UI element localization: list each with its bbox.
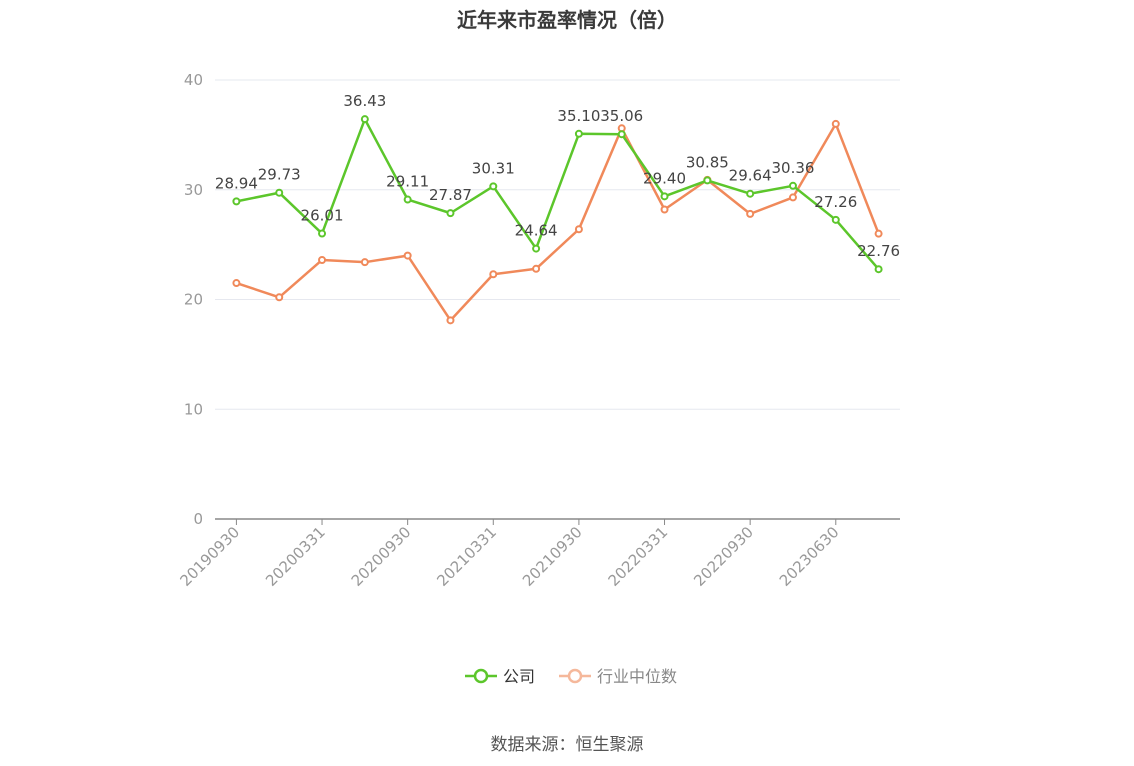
data-point-1: [318, 255, 327, 264]
data-point-1: [831, 119, 840, 128]
data-label: 24.64: [515, 222, 558, 240]
data-point-0: [275, 188, 284, 197]
data-label: 29.40: [643, 169, 686, 187]
x-tick-label: 20220331: [605, 523, 672, 590]
x-tick-label: 20220930: [690, 523, 757, 590]
data-point-0: [874, 265, 883, 274]
data-point-0: [489, 182, 498, 191]
y-tick-label: 40: [184, 71, 203, 89]
data-point-1: [746, 209, 755, 218]
x-tick-label: 20230630: [776, 523, 843, 590]
data-point-0: [831, 215, 840, 224]
data-point-0: [360, 115, 369, 124]
data-point-0: [788, 181, 797, 190]
data-point-0: [532, 244, 541, 253]
data-point-0: [232, 197, 241, 206]
data-label: 27.87: [429, 186, 472, 204]
data-label: 36.43: [343, 92, 386, 110]
legend-label: 行业中位数: [597, 667, 677, 686]
data-label: 35.10: [557, 107, 600, 125]
data-label: 27.26: [814, 193, 857, 211]
data-point-1: [232, 279, 241, 288]
legend-label: 公司: [503, 667, 535, 686]
data-point-0: [746, 189, 755, 198]
series-line-0: [236, 117, 880, 271]
data-label: 30.31: [472, 159, 515, 177]
data-point-0: [703, 176, 712, 185]
data-point-0: [660, 192, 669, 201]
data-point-0: [446, 209, 455, 218]
data-label: 28.94: [215, 174, 258, 192]
data-point-0: [318, 229, 327, 238]
y-tick-label: 0: [193, 510, 203, 528]
data-point-1: [446, 316, 455, 325]
y-tick-label: 20: [184, 291, 203, 309]
data-label: 30.85: [686, 153, 729, 171]
x-tick-label: 20210331: [433, 523, 500, 590]
data-point-0: [403, 195, 412, 204]
series-line-1: [236, 122, 880, 322]
data-point-1: [788, 193, 797, 202]
legend-marker: [473, 668, 489, 684]
data-point-1: [275, 293, 284, 302]
data-point-1: [532, 264, 541, 273]
x-tick-label: 20200331: [262, 523, 329, 590]
data-label: 22.76: [857, 242, 900, 260]
data-label: 26.01: [301, 207, 344, 225]
x-tick-label: 20210930: [519, 523, 586, 590]
data-label: 29.73: [258, 166, 301, 184]
data-label: 30.36: [771, 159, 814, 177]
data-point-1: [360, 258, 369, 267]
data-label: 35.06: [600, 107, 643, 125]
y-tick-label: 30: [184, 181, 203, 199]
data-point-1: [660, 205, 669, 214]
y-tick-label: 10: [184, 400, 203, 418]
data-point-1: [489, 270, 498, 279]
chart-title: 近年来市盈率情况（倍）: [457, 8, 677, 32]
data-point-1: [574, 225, 583, 234]
x-tick-label: 20190930: [177, 523, 244, 590]
data-point-1: [874, 229, 883, 238]
data-point-0: [617, 130, 626, 139]
legend-marker: [567, 668, 583, 684]
data-label: 29.11: [386, 173, 429, 191]
data-point-0: [574, 129, 583, 138]
data-point-1: [403, 251, 412, 260]
data-source: 数据来源：恒生聚源: [490, 735, 644, 755]
data-label: 29.64: [729, 167, 772, 185]
x-tick-label: 20200930: [348, 523, 415, 590]
